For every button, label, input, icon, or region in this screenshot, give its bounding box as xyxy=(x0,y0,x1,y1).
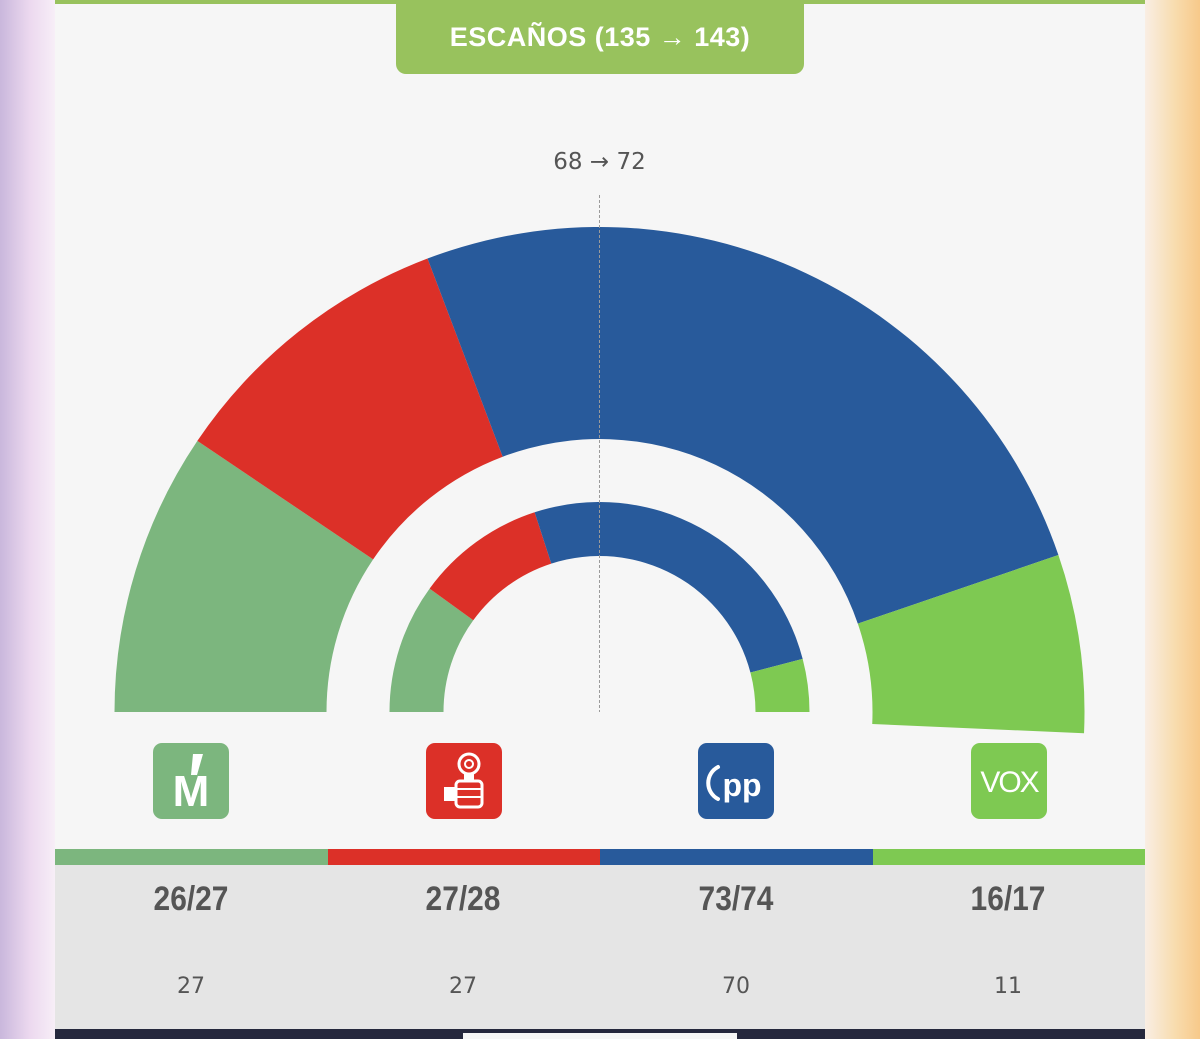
outer-ring-segment-vox xyxy=(857,555,1085,734)
outer-ring-segment-psoe xyxy=(197,258,503,560)
hemicycle-chart: 68 → 72 xyxy=(114,149,1085,734)
party-color-strip-vox xyxy=(873,849,1145,865)
previous-mas-madrid: 27 xyxy=(177,974,205,999)
party-color-strip-psoe xyxy=(328,849,600,865)
projection-vox: 16/17 xyxy=(970,880,1046,918)
majority-label: 68 → 72 xyxy=(553,149,645,175)
inner-ring xyxy=(389,502,810,712)
vox-logo-icon: VOX xyxy=(971,743,1047,819)
outer-ring-segment-mas-madrid xyxy=(114,440,374,712)
projection-psoe: 27/28 xyxy=(425,880,501,918)
party-color-strip-pp xyxy=(600,849,873,865)
previous-vox: 11 xyxy=(994,974,1022,999)
outer-ring-segment-pp xyxy=(427,227,1059,624)
bottom-bar xyxy=(55,1029,1145,1039)
mas-madrid-logo-icon: M xyxy=(153,743,229,819)
outer-ring xyxy=(114,227,1085,734)
results-panel xyxy=(55,865,1145,1029)
inner-ring-segment-vox xyxy=(750,658,810,712)
previous-psoe: 27 xyxy=(449,974,477,999)
chart-title: ESCAÑOS (135 → 143) xyxy=(396,0,804,74)
inner-ring-segment-pp xyxy=(534,502,803,673)
psoe-fist-rose-logo-icon xyxy=(426,743,502,819)
inner-ring-segment-psoe xyxy=(429,512,552,621)
seat-projection-card: ESCAÑOS (135 → 143) 68 → 72 M pp xyxy=(55,0,1145,1039)
inner-ring-segment-mas-madrid xyxy=(389,588,474,712)
svg-text:M: M xyxy=(173,767,210,816)
previous-pp: 70 xyxy=(722,974,750,999)
svg-text:pp: pp xyxy=(722,767,761,803)
projection-mas-madrid: 26/27 xyxy=(153,880,229,918)
svg-text:VOX: VOX xyxy=(980,766,1039,799)
party-color-strip-mas-madrid xyxy=(55,849,328,865)
projection-pp: 73/74 xyxy=(698,880,774,918)
pp-logo-icon: pp xyxy=(698,743,774,819)
